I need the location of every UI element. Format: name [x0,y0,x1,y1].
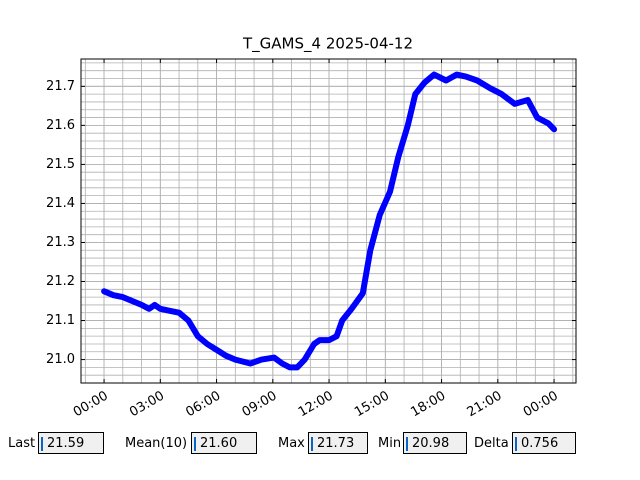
stat-value[interactable]: 21.60 [191,432,257,454]
x-tick-label: 12:00 [296,389,336,421]
stat-value[interactable]: 21.59 [38,432,104,454]
x-tick-label: 15:00 [352,389,392,421]
x-tick-label: 06:00 [183,389,223,421]
y-tick-label: 21.6 [46,118,75,133]
x-tick-label: 00:00 [521,389,561,421]
x-tick-label: 09:00 [240,389,280,421]
chart: T_GAMS_4 2025-04-12 21.0 21.1 21.2 21.3 21.4… [46,35,577,421]
y-tick-label: 21.7 [46,79,75,94]
y-tick-label: 21.4 [46,196,75,211]
stat-label: Max [278,436,305,451]
y-tick-label: 21.5 [46,157,75,172]
y-tick-label: 21.2 [46,274,75,289]
x-tick-label: 21:00 [465,389,505,421]
data-line [101,71,558,371]
chart-title: T_GAMS_4 2025-04-12 [242,35,413,54]
stat-value[interactable]: 21.73 [308,432,368,454]
y-tick-label: 21.3 [46,235,75,250]
x-tick-label: 03:00 [127,389,167,421]
x-tick-label: 00:00 [71,389,111,421]
stat-label: Delta [474,436,509,451]
stat-label: Min [378,436,402,451]
x-tick-label: 18:00 [408,389,448,421]
plot-frame [80,58,577,384]
y-tick-label: 21.0 [46,352,75,367]
y-tick-label: 21.1 [46,313,75,328]
stat-value[interactable]: 20.98 [403,432,467,454]
stat-label: Mean(10) [125,436,188,451]
stat-value[interactable]: 0.756 [512,432,576,454]
stat-label: Last [8,436,36,451]
